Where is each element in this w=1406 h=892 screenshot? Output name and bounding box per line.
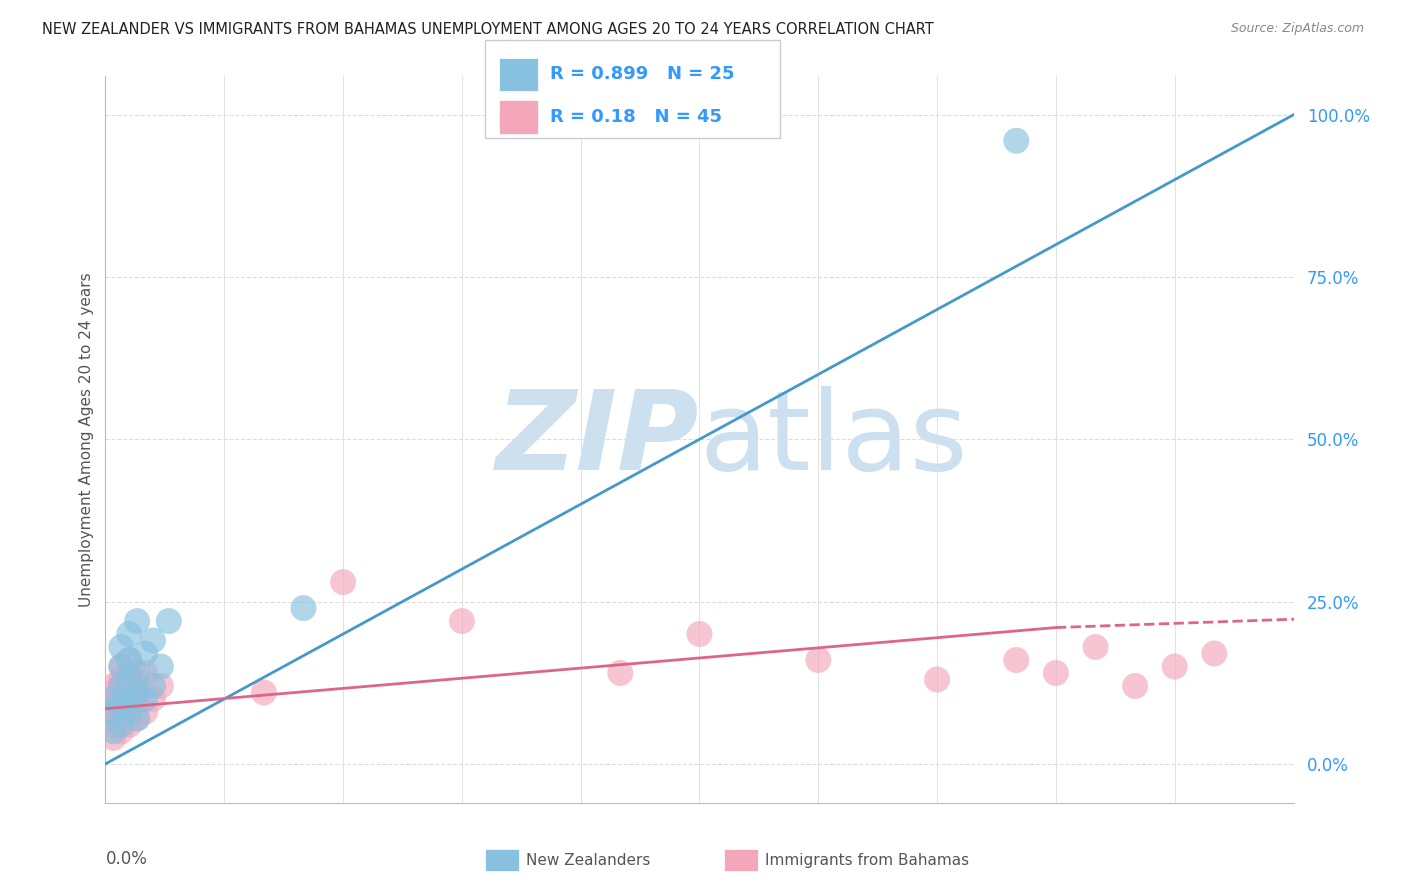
Point [1164,659,1187,673]
Point [127,665,149,680]
Point [103,698,125,713]
Point [103,705,125,719]
Point [103,711,125,725]
Point [332,575,354,590]
Point [103,731,125,745]
Text: Source: ZipAtlas.com: Source: ZipAtlas.com [1230,22,1364,36]
Text: 0.0%: 0.0% [105,850,148,868]
Point [118,705,141,719]
Point [110,705,132,719]
Point [118,705,141,719]
Text: R = 0.899   N = 25: R = 0.899 N = 25 [550,65,734,84]
Point [103,724,125,739]
Point [127,614,149,628]
Point [110,698,132,713]
Point [110,698,132,713]
Point [1084,640,1107,654]
Point [127,698,149,713]
Point [127,711,149,725]
Point [110,718,132,732]
Point [689,627,711,641]
Point [134,692,156,706]
Text: ZIP: ZIP [496,386,700,492]
Point [110,724,132,739]
Point [110,659,132,673]
Point [103,685,125,699]
Point [127,711,149,725]
Point [807,653,830,667]
Point [253,685,276,699]
Point [142,679,165,693]
Point [157,614,180,628]
Point [127,685,149,699]
Point [609,665,631,680]
Point [118,673,141,687]
Point [110,659,132,673]
Point [134,665,156,680]
Point [149,679,172,693]
Y-axis label: Unemployment Among Ages 20 to 24 years: Unemployment Among Ages 20 to 24 years [79,272,94,607]
Point [1045,665,1067,680]
Point [149,659,172,673]
Text: NEW ZEALANDER VS IMMIGRANTS FROM BAHAMAS UNEMPLOYMENT AMONG AGES 20 TO 24 YEARS : NEW ZEALANDER VS IMMIGRANTS FROM BAHAMAS… [42,22,934,37]
Point [110,679,132,693]
Point [110,673,132,687]
Point [1005,134,1028,148]
Point [110,692,132,706]
Point [1123,679,1146,693]
Point [127,685,149,699]
Point [118,665,141,680]
Point [142,692,165,706]
Point [142,633,165,648]
Point [1204,647,1226,661]
Text: New Zealanders: New Zealanders [526,854,650,868]
Point [118,653,141,667]
Point [110,711,132,725]
Point [292,601,315,615]
Point [127,673,149,687]
Point [1005,653,1028,667]
Text: atlas: atlas [700,386,967,492]
Point [103,718,125,732]
Point [118,692,141,706]
Point [450,614,472,628]
Point [118,653,141,667]
Text: R = 0.18   N = 45: R = 0.18 N = 45 [550,108,721,126]
Point [103,679,125,693]
Point [118,698,141,713]
Point [118,627,141,641]
Point [103,692,125,706]
Point [110,679,132,693]
Point [118,692,141,706]
Point [118,718,141,732]
Point [110,640,132,654]
Point [118,679,141,693]
Point [925,673,948,687]
Point [103,692,125,706]
Text: Immigrants from Bahamas: Immigrants from Bahamas [765,854,969,868]
Point [110,685,132,699]
Point [134,647,156,661]
Point [103,705,125,719]
Point [134,705,156,719]
